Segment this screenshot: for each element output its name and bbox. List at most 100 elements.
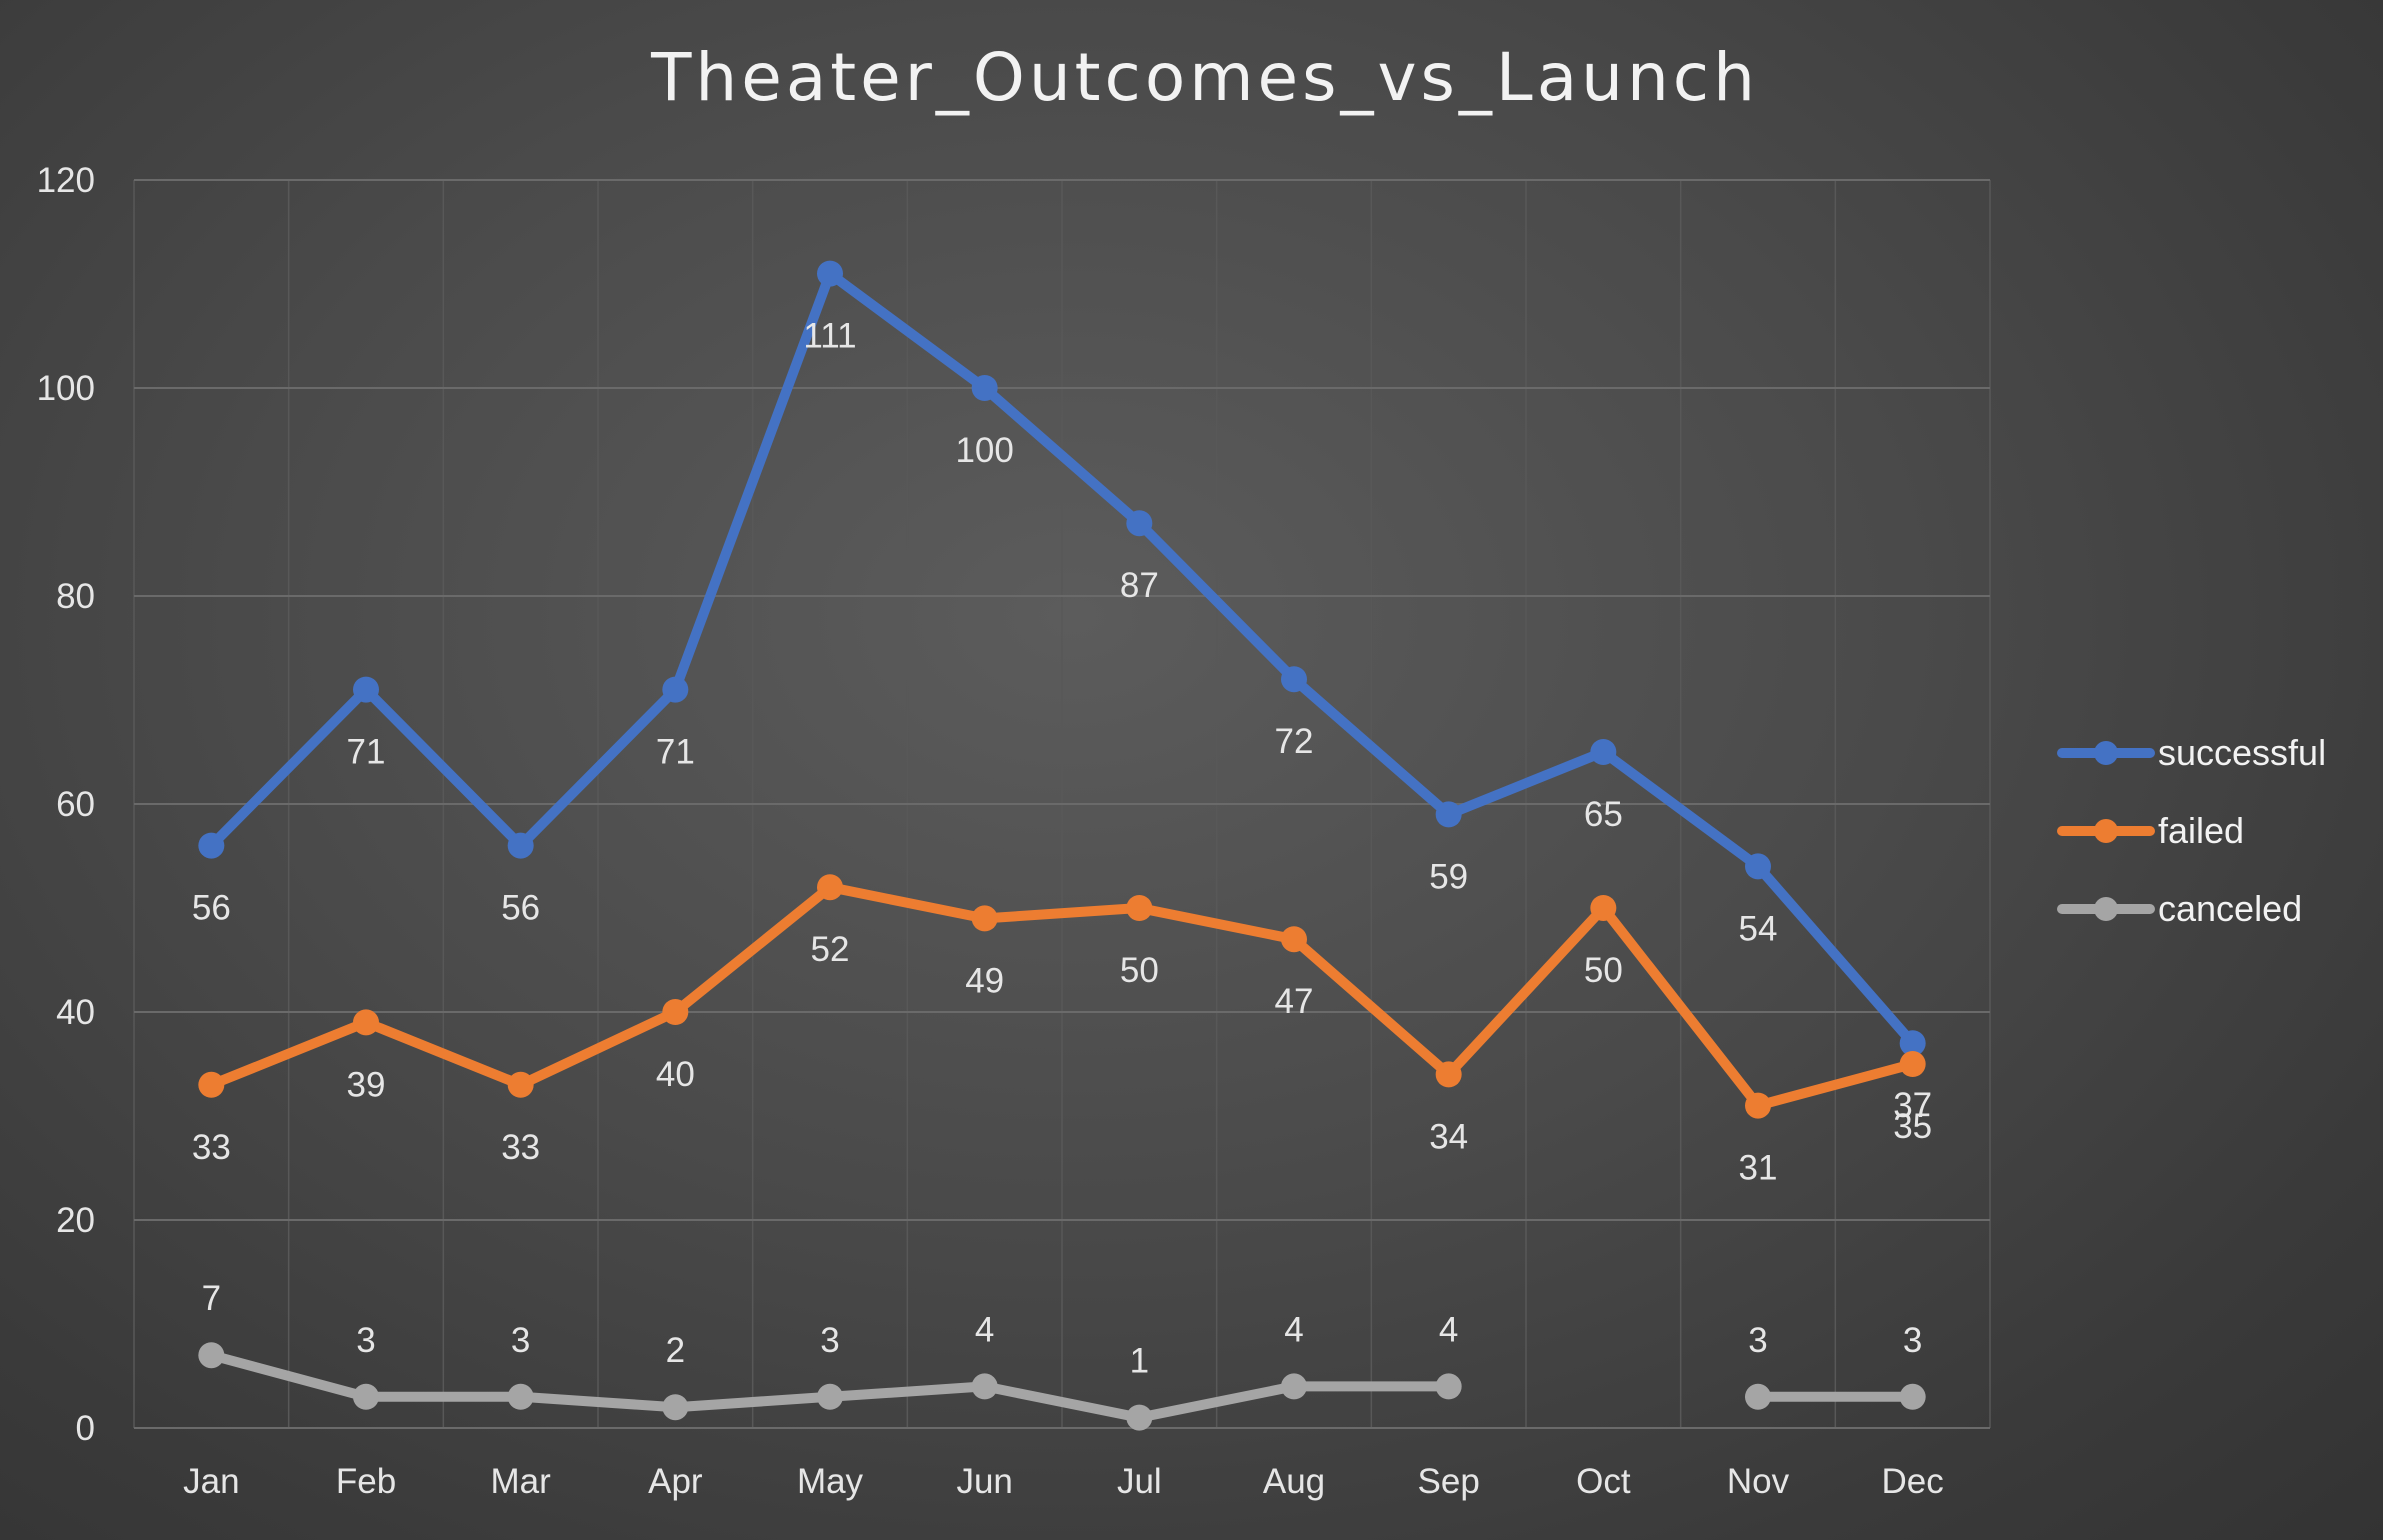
data-label: 87: [1120, 566, 1159, 605]
data-label: 3: [356, 1321, 375, 1360]
legend-label: failed: [2158, 810, 2244, 851]
data-label: 40: [656, 1055, 695, 1094]
series-lines: [198, 260, 1926, 1431]
data-label: 3: [1748, 1321, 1767, 1360]
data-label: 52: [811, 930, 850, 969]
data-point: [1590, 739, 1617, 765]
data-label: 3: [1903, 1321, 1922, 1360]
legend-label: successful: [2158, 732, 2326, 773]
data-point: [1126, 895, 1153, 921]
data-point: [198, 1342, 225, 1369]
y-tick-label: 0: [76, 1409, 95, 1448]
data-point: [1435, 1373, 1462, 1400]
data-point: [817, 260, 843, 287]
data-point: [1126, 510, 1153, 537]
data-label: 1: [1130, 1342, 1149, 1381]
data-point: [817, 1383, 843, 1410]
data-label: 56: [501, 889, 540, 928]
data-point: [1126, 1404, 1153, 1431]
legend-label: canceled: [2158, 888, 2302, 929]
legend-marker: [2094, 897, 2118, 921]
data-label: 50: [1584, 951, 1623, 990]
x-tick-label: Jun: [956, 1462, 1012, 1501]
data-point: [1899, 1051, 1926, 1077]
data-label: 100: [955, 431, 1013, 470]
legend-item-canceled: canceled: [2057, 888, 2302, 929]
x-tick-label: Feb: [336, 1462, 396, 1501]
data-label: 65: [1584, 795, 1623, 834]
legend-item-successful: successful: [2057, 732, 2326, 773]
data-point: [1590, 895, 1617, 921]
x-tick-label: Dec: [1882, 1462, 1944, 1501]
legend: successful failed canceled: [2057, 732, 2326, 929]
data-label: 3: [820, 1321, 839, 1360]
data-label: 2: [666, 1331, 685, 1370]
data-label: 31: [1739, 1149, 1778, 1188]
gridlines: [133, 179, 1991, 1429]
data-label: 56: [192, 889, 231, 928]
data-point: [507, 1071, 534, 1098]
data-point: [971, 375, 998, 401]
data-label: 33: [501, 1128, 540, 1167]
x-tick-label: Jan: [183, 1462, 239, 1501]
series-failed: [198, 874, 1926, 1119]
data-label: 59: [1429, 857, 1468, 896]
data-label: 4: [1439, 1310, 1458, 1349]
data-label: 111: [803, 317, 856, 356]
y-tick-label: 20: [56, 1201, 95, 1240]
data-label: 35: [1893, 1107, 1932, 1146]
data-point: [507, 832, 534, 859]
data-point: [1745, 1383, 1771, 1410]
data-label: 34: [1429, 1117, 1468, 1156]
x-tick-label: Nov: [1727, 1462, 1790, 1501]
x-tick-label: Jul: [1117, 1462, 1162, 1501]
data-label: 72: [1275, 722, 1314, 761]
y-axis: 0 20 40 60 80 100 120: [37, 161, 95, 1448]
data-label: 7: [202, 1279, 221, 1318]
data-point: [1435, 1061, 1462, 1088]
data-label: 54: [1739, 909, 1778, 948]
data-point: [662, 1394, 689, 1421]
data-point: [1281, 1373, 1307, 1400]
data-point: [1435, 801, 1462, 828]
data-point: [198, 1071, 225, 1098]
data-label: 37: [1893, 1086, 1932, 1125]
data-label: 49: [965, 961, 1004, 1000]
data-point: [1899, 1030, 1926, 1057]
data-point: [662, 999, 689, 1025]
data-label: 39: [347, 1065, 386, 1104]
data-point: [353, 1383, 379, 1410]
x-tick-label: Aug: [1263, 1462, 1325, 1501]
x-tick-label: Apr: [648, 1462, 703, 1501]
legend-marker: [2094, 819, 2118, 843]
x-tick-label: Sep: [1418, 1462, 1480, 1501]
legend-item-failed: failed: [2057, 810, 2244, 851]
data-point: [353, 676, 379, 703]
data-label: 4: [975, 1310, 994, 1349]
series-line: [206, 268, 1918, 1049]
y-tick-label: 60: [56, 785, 95, 824]
series-successful: [198, 260, 1926, 1057]
series-canceled: [198, 1342, 1926, 1431]
legend-marker: [2094, 741, 2118, 765]
y-tick-label: 40: [56, 993, 95, 1032]
data-point: [507, 1383, 534, 1410]
x-axis: Jan Feb Mar Apr May Jun Jul Aug Sep Oct Nov Dec: [183, 1462, 1944, 1501]
data-label: 71: [656, 733, 695, 772]
data-label: 4: [1284, 1310, 1303, 1349]
y-tick-label: 80: [56, 577, 95, 616]
data-point: [971, 1373, 998, 1400]
data-point: [1745, 853, 1771, 880]
x-tick-label: May: [797, 1462, 864, 1501]
y-tick-label: 100: [37, 369, 95, 408]
data-point: [971, 905, 998, 932]
x-tick-label: Oct: [1576, 1462, 1631, 1501]
data-point: [1899, 1383, 1926, 1410]
data-point: [662, 676, 689, 703]
data-point: [817, 874, 843, 901]
data-label: 71: [347, 733, 386, 772]
data-point: [353, 1009, 379, 1036]
data-label: 47: [1275, 982, 1314, 1021]
